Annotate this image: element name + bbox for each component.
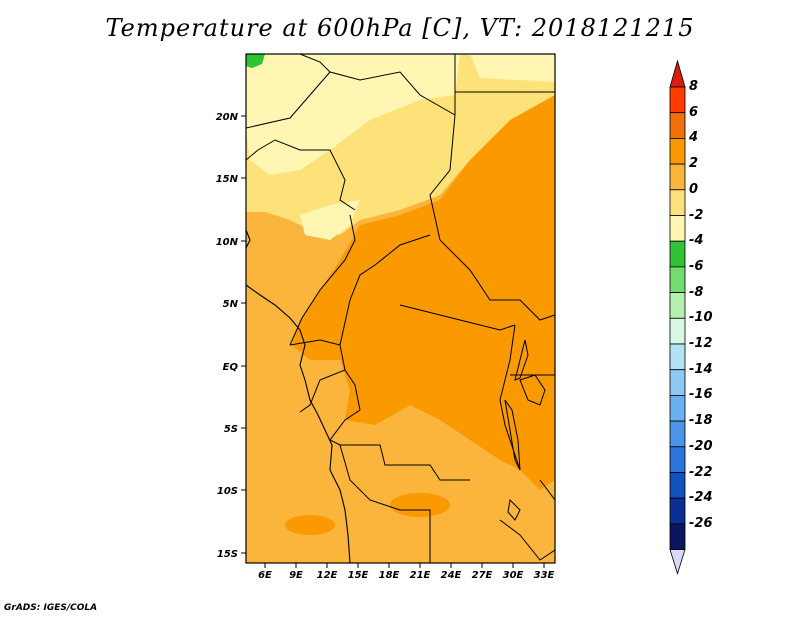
lon-tick-label: 6E [258,570,272,581]
lakes [504,339,546,521]
lon-tick-label: 15E [348,570,369,581]
field-blob-2 [285,515,335,535]
colorbar-label: -18 [689,413,713,429]
colorbar-swatch [669,189,686,216]
colorbar-label: -8 [689,284,704,300]
lat-tick-label: EQ [223,362,239,373]
colorbar-label: 8 [689,79,699,94]
lat-tick-label: 15S [217,549,238,560]
colorbar-label: -24 [689,490,713,506]
colorbar-swatch [669,163,686,191]
lon-tick-label: 12E [317,570,338,581]
lon-tick-label: 30E [503,570,524,581]
colorbar-label: 2 [689,156,699,172]
lon-tick-label: 24E [441,570,462,581]
field-cold-spot [246,54,265,68]
colorbar-swatch [669,523,686,551]
lat-tick-label: 5S [224,424,238,435]
lon-tick-label: 27E [472,570,493,581]
field-north-cool [246,54,460,175]
colorbar-label: -10 [689,310,713,326]
colorbar-swatch [669,472,686,499]
lat-tick-label: 10S [217,486,238,497]
colorbar-swatch [669,137,686,165]
colorbar-swatch [669,86,686,114]
lon-axis [264,563,545,568]
map-title: Temperature at 600hPa [C], VT: 201812121… [105,14,695,42]
coastline [245,229,351,564]
plot-frame [245,53,556,564]
lat-tick-label: 10N [216,237,239,248]
colorbar-swatch [669,292,686,319]
lon-tick-label: 18E [379,570,400,581]
colorbar-label: -16 [689,387,713,403]
colorbar-swatch [669,266,686,293]
footer-credit: GrADS: IGES/COLA [4,603,98,613]
colorbar-label: -12 [689,336,713,351]
lat-tick-label: 20N [216,112,239,123]
colorbar-swatch [669,497,686,525]
colorbar-swatch [669,420,686,448]
lat-tick-label: 5N [223,299,239,310]
colorbar [669,59,686,575]
colorbar-label: -14 [689,361,713,377]
field-warm-east [470,90,555,330]
colorbar-bottom-arrow [669,549,686,575]
colorbar-label: 4 [689,130,699,146]
colorbar-label: -22 [689,464,713,480]
field-north-east [470,54,555,82]
colorbar-label: -20 [689,438,713,454]
colorbar-swatch [669,215,686,242]
colorbar-label: -6 [689,258,704,274]
country-borders [246,54,555,563]
lat-axis [241,115,246,554]
colorbar-label: -26 [689,515,713,531]
colorbar-label: 0 [689,181,699,197]
colorbar-label: -2 [689,207,704,223]
colorbar-swatch [669,240,686,268]
lon-tick-label: 21E [410,570,431,581]
colorbar-swatch [669,317,686,345]
colorbar-swatch [669,369,686,396]
temperature-field [246,54,555,563]
colorbar-label: -4 [689,233,704,249]
lat-tick-label: 15N [216,174,239,185]
colorbar-swatch [669,394,686,422]
colorbar-label: 6 [689,104,699,120]
colorbar-swatch [669,112,686,139]
field-blob-1 [390,493,450,517]
lon-tick-label: 9E [289,570,303,581]
colorbar-swatch [669,446,686,473]
colorbar-top-arrow [669,59,686,88]
field-north-cool-2 [300,200,360,240]
lon-tick-label: 33E [534,570,555,581]
colorbar-swatch [669,343,686,371]
